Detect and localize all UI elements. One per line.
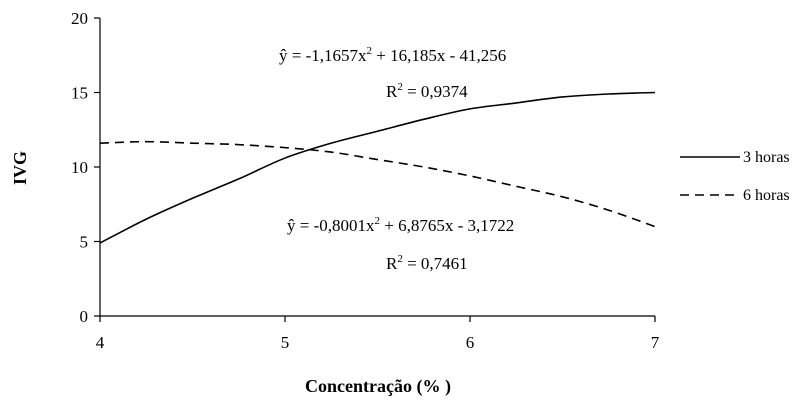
x-axis-title: Concentração (% ) [305,376,451,397]
legend-label: 3 horas [743,149,790,166]
x-tick-label: 6 [466,333,475,352]
legend: 3 horas 6 horas [680,149,790,204]
y-tick-label: 10 [71,158,88,177]
r2-6h: R2 = 0,7461 [386,253,468,273]
series-group [99,91,656,244]
x-ticks: 4 5 6 7 [96,316,660,352]
x-tick-label: 4 [96,333,105,352]
y-tick-label: 5 [80,233,89,252]
x-tick-label: 5 [281,333,290,352]
r2-3h: R2 = 0,9374 [386,81,468,101]
equation-3h: ŷ = -1,1657x2 + 16,185x - 41,256 [279,45,506,65]
y-axis-title: IVG [10,151,30,185]
series-line-6h [99,140,656,228]
y-tick-label: 15 [71,84,88,103]
y-tick-label: 20 [71,9,88,28]
series-line-3h [99,91,656,244]
y-ticks: 0 5 10 15 20 [71,9,100,326]
equation-6h: ŷ = -0,8001x2 + 6,8765x - 3,1722 [287,215,514,235]
x-tick-label: 7 [651,333,660,352]
legend-label: 6 horas [743,187,790,204]
y-tick-label: 0 [80,307,89,326]
